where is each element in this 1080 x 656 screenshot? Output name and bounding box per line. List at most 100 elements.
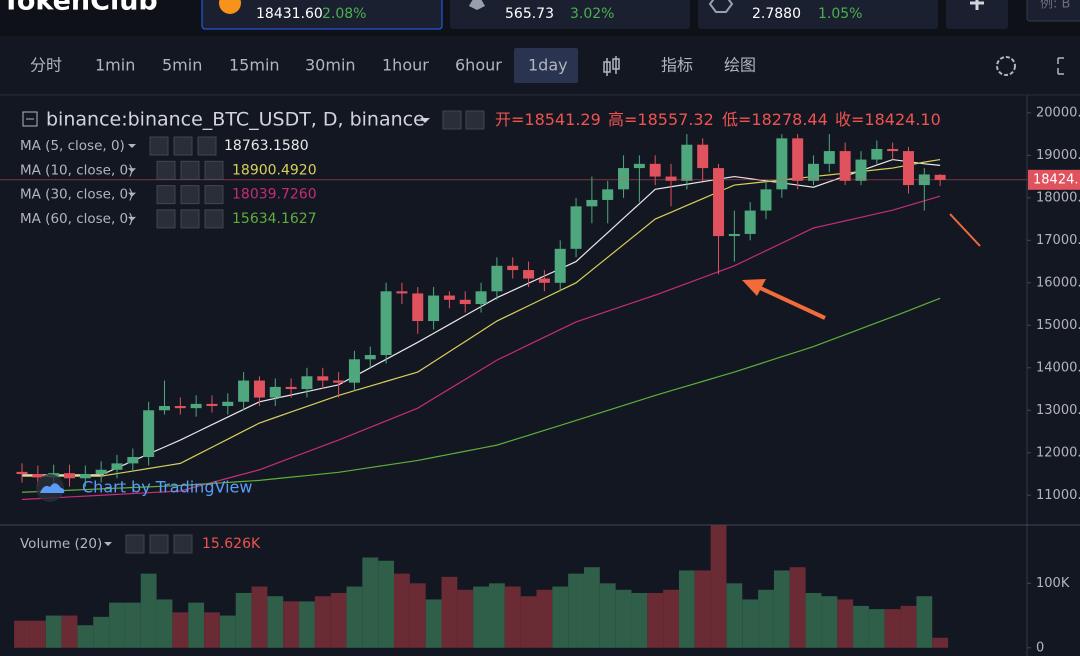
volume-bar xyxy=(61,615,78,648)
gear-icon[interactable] xyxy=(173,136,193,156)
candle-body xyxy=(111,463,123,470)
legend-entry: MA (30, close, 0) xyxy=(20,187,133,203)
gear-icon[interactable] xyxy=(180,209,200,229)
volume-bar xyxy=(583,567,600,648)
eye-icon[interactable] xyxy=(156,185,176,205)
eye-icon[interactable] xyxy=(156,160,176,180)
volume-bar xyxy=(409,583,426,648)
ticker-card[interactable] xyxy=(698,0,938,29)
candle-body xyxy=(887,148,899,152)
candle-body xyxy=(728,233,740,237)
gear-icon[interactable] xyxy=(180,160,200,180)
volume-bar xyxy=(773,570,790,648)
interval-button[interactable]: 30min xyxy=(305,56,356,75)
dropdown-icon[interactable] xyxy=(128,144,136,148)
candle-body xyxy=(190,403,202,409)
candle-body xyxy=(63,473,75,479)
interval-button[interactable]: 5min xyxy=(162,56,202,75)
y-tick-label: 12000.00 xyxy=(1036,445,1080,460)
remove-icon[interactable] xyxy=(204,185,224,205)
last-price-tag xyxy=(1028,169,1080,190)
candle-body xyxy=(586,199,598,207)
volume-bar xyxy=(188,602,205,648)
fullscreen-icon[interactable] xyxy=(1057,57,1064,75)
volume-bar xyxy=(299,601,315,648)
eye-icon[interactable] xyxy=(442,110,462,130)
coin-icon xyxy=(219,0,241,14)
volume-bar xyxy=(568,573,584,648)
drawing-button[interactable]: 绘图 xyxy=(724,56,756,75)
volume-value: 15.626K xyxy=(202,536,261,552)
volume-bar xyxy=(441,576,458,648)
dropdown-icon[interactable] xyxy=(128,216,136,221)
y-tick-label: 16000.00 xyxy=(1036,275,1080,290)
dropdown-icon[interactable] xyxy=(128,168,136,173)
volume-bar xyxy=(932,637,949,648)
watermark: Chart by TradingView xyxy=(82,478,252,497)
remove-icon[interactable] xyxy=(204,209,224,229)
interval-button[interactable]: 1min xyxy=(95,56,135,75)
ticker-card[interactable] xyxy=(450,0,690,29)
candle-body xyxy=(760,189,772,211)
eye-icon[interactable] xyxy=(156,209,176,229)
eye-icon[interactable] xyxy=(125,534,145,554)
volume-bar xyxy=(710,525,727,648)
interval-button[interactable]: 1hour xyxy=(382,56,429,75)
ohlc-prefix: 低= xyxy=(722,110,751,129)
ohlc-prefix: 收= xyxy=(835,110,864,129)
volume-bar xyxy=(204,612,220,648)
ticker-price: 565.73 xyxy=(505,6,554,22)
volume-bar xyxy=(14,620,30,648)
interval-button[interactable]: 15min xyxy=(229,56,280,75)
volume-bar xyxy=(678,570,695,648)
dropdown-icon[interactable] xyxy=(128,192,136,197)
candle-body xyxy=(143,410,155,458)
indicators-button[interactable]: 指标 xyxy=(661,56,693,75)
gear-icon[interactable] xyxy=(180,185,200,205)
candle-body xyxy=(16,471,28,475)
remove-icon[interactable] xyxy=(197,136,217,156)
volume-bar xyxy=(93,616,110,648)
legend-value: 18900.4920 xyxy=(232,162,317,178)
candle-body xyxy=(222,401,234,407)
settings-icon[interactable] xyxy=(996,56,1016,76)
volume-bar xyxy=(314,596,331,648)
ohlc-value: 18424.10 xyxy=(864,110,940,129)
dropdown-icon[interactable] xyxy=(420,118,430,123)
volume-bar xyxy=(251,586,268,648)
collapse-icon[interactable] xyxy=(22,111,38,127)
candle-body xyxy=(443,295,455,300)
dropdown-icon[interactable] xyxy=(104,542,112,546)
ohlc-value: 18278.44 xyxy=(751,110,827,129)
ticker-change: 1.05% xyxy=(818,6,862,22)
search-box[interactable] xyxy=(1026,0,1080,22)
ohlc-value: 18541.29 xyxy=(524,110,600,129)
interval-button[interactable]: 1day xyxy=(528,56,568,75)
candle-body xyxy=(855,159,867,181)
remove-icon[interactable] xyxy=(204,160,224,180)
gear-icon[interactable] xyxy=(149,534,169,554)
volume-bar xyxy=(520,596,537,648)
volume-bar xyxy=(631,592,648,648)
volume-title: Volume (20) xyxy=(20,536,102,552)
candle-body xyxy=(158,406,170,411)
interval-button[interactable]: 6hour xyxy=(455,56,502,75)
symbol-title: binance:binance_BTC_USDT, D, binance xyxy=(46,109,425,131)
candle-body xyxy=(823,151,835,164)
annotation-arrow xyxy=(742,279,766,296)
eye-icon[interactable] xyxy=(149,136,169,156)
ticker-card[interactable] xyxy=(201,0,443,30)
candle-body xyxy=(32,474,44,478)
interval-button[interactable]: 分时 xyxy=(30,56,62,75)
ma-line xyxy=(21,195,941,501)
add-button[interactable] xyxy=(946,0,1008,29)
gear-icon[interactable] xyxy=(465,110,485,130)
chart-style-icon[interactable] xyxy=(603,56,620,76)
candle-body xyxy=(633,163,645,169)
ohlc-prefix: 高= xyxy=(608,110,637,129)
volume-bar xyxy=(789,567,806,648)
candle-body xyxy=(459,299,471,305)
volume-bar xyxy=(473,586,489,648)
volume-bar xyxy=(362,557,379,648)
remove-icon[interactable] xyxy=(173,534,193,554)
